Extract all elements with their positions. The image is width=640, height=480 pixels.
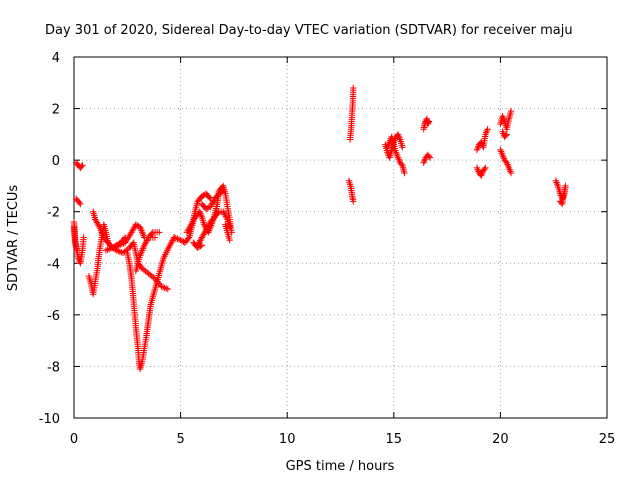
data-point <box>102 247 110 254</box>
y-tick-label: -2 <box>47 206 60 221</box>
data-point <box>206 194 213 201</box>
data-point <box>163 285 170 292</box>
y-tick-label: 2 <box>52 103 60 118</box>
data-point <box>171 234 178 241</box>
data-point <box>104 246 111 253</box>
data-point <box>76 199 83 206</box>
data-point <box>398 160 405 168</box>
data-point <box>115 247 122 255</box>
chart-title: Day 301 of 2020, Sidereal Day-to-day VTE… <box>45 23 573 38</box>
data-point <box>502 132 509 139</box>
y-tick-label: -10 <box>39 412 60 427</box>
data-point <box>73 247 81 254</box>
x-tick-label: 5 <box>176 432 184 447</box>
x-tick-label: 10 <box>279 432 296 447</box>
data-point <box>107 245 114 252</box>
data-point <box>115 242 122 249</box>
data-points <box>70 84 569 373</box>
y-tick-label: -6 <box>47 309 60 324</box>
data-point <box>197 242 204 250</box>
data-point <box>507 107 515 115</box>
data-point <box>117 241 124 248</box>
data-point <box>113 242 121 250</box>
data-point <box>350 198 357 205</box>
data-point <box>481 165 488 173</box>
data-point <box>482 164 489 172</box>
data-point <box>79 162 86 169</box>
y-axis-label: SDTVAR / TECUs <box>6 185 21 292</box>
data-point <box>557 199 565 206</box>
data-point <box>214 209 222 217</box>
data-point <box>78 163 85 170</box>
data-point <box>556 198 564 205</box>
data-point <box>218 188 226 196</box>
data-point <box>112 243 119 250</box>
data-point <box>80 234 87 241</box>
data-point <box>158 283 165 290</box>
y-tick-label: 4 <box>52 51 60 66</box>
data-point <box>156 229 163 236</box>
data-point <box>110 243 118 251</box>
y-tick-label: 0 <box>52 154 60 169</box>
data-point <box>172 234 180 242</box>
data-point <box>226 236 233 244</box>
data-point <box>426 154 434 161</box>
data-point <box>220 187 227 195</box>
data-point <box>184 235 192 242</box>
data-point <box>401 169 408 177</box>
data-point <box>161 284 168 291</box>
data-point <box>118 240 126 248</box>
data-point <box>174 235 181 242</box>
data-point <box>175 236 183 243</box>
data-point <box>425 118 433 125</box>
y-tick-label: -4 <box>47 257 60 272</box>
data-point <box>164 285 172 293</box>
data-point <box>77 200 84 208</box>
data-point <box>425 119 432 126</box>
data-point <box>507 169 515 177</box>
data-point <box>95 222 102 229</box>
data-point <box>425 153 433 160</box>
data-point <box>503 131 510 138</box>
x-tick-label: 0 <box>70 432 78 447</box>
tick-layer: 0 5 10 15 20 25 -10 -8 -6 -4 -2 0 2 4 <box>39 51 616 447</box>
data-point <box>350 84 357 92</box>
data-point <box>105 245 113 253</box>
data-point <box>198 242 206 249</box>
data-point <box>226 223 233 231</box>
data-point <box>223 214 230 222</box>
data-point <box>159 283 167 291</box>
x-tick-label: 20 <box>492 432 509 447</box>
x-axis-label: GPS time / hours <box>286 459 395 474</box>
data-point <box>484 126 491 133</box>
data-point <box>148 230 156 237</box>
x-tick-label: 15 <box>386 432 403 447</box>
data-point <box>118 249 125 256</box>
data-point <box>399 144 406 151</box>
y-tick-label: -8 <box>47 360 60 375</box>
x-tick-label: 25 <box>599 432 616 447</box>
data-point <box>109 244 116 252</box>
